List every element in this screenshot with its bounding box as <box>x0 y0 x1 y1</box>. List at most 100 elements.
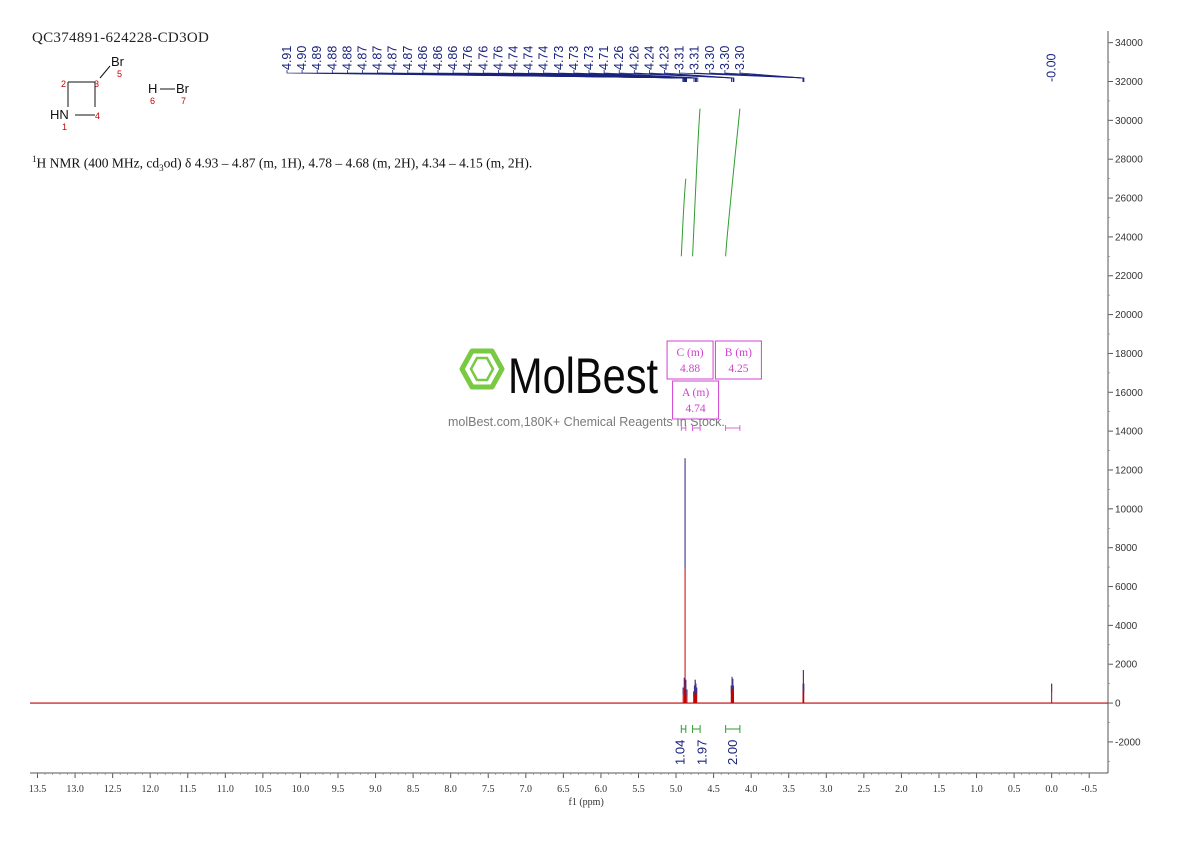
y-tick-label: 22000 <box>1115 271 1143 282</box>
peak-label: 3.30 <box>718 46 732 70</box>
peak-label: 4.86 <box>431 46 445 70</box>
peak-label: 4.87 <box>356 46 370 70</box>
multiplet-box <box>714 340 762 380</box>
molecule-structure: Br 5 2 3 HN 1 4 H 6 Br 7 <box>50 54 190 132</box>
peak-label: 3.31 <box>688 46 702 70</box>
atom-symbol: H <box>148 81 157 96</box>
peak-label-leader <box>588 70 697 82</box>
x-tick-label: 1.0 <box>970 784 983 795</box>
peak-label: 4.88 <box>340 46 354 70</box>
peak-label-leader <box>739 70 805 82</box>
multiplet-box <box>666 340 714 380</box>
y-tick-label: 30000 <box>1115 116 1143 127</box>
sample-id: QC374891-624228-CD3OD <box>32 30 210 46</box>
y-tick-label: 0 <box>1115 699 1121 710</box>
y-tick-label: 10000 <box>1115 504 1143 515</box>
peak-label: 3.30 <box>703 46 717 70</box>
x-tick-label: 13.5 <box>29 784 47 795</box>
peak-label: 4.74 <box>537 46 551 70</box>
peak-label: 4.76 <box>491 46 505 70</box>
y-tick-label: 18000 <box>1115 349 1143 360</box>
peak-label: 3.31 <box>673 46 687 70</box>
peak-label: 4.74 <box>522 46 536 70</box>
integral-curve <box>680 178 687 257</box>
integral-value: 2.00 <box>725 740 740 765</box>
peak-label: 4.76 <box>476 46 490 70</box>
peak-label: 4.86 <box>416 46 430 70</box>
peak-label: 4.24 <box>642 46 656 70</box>
atom-symbol: HN <box>50 107 69 122</box>
multiplet-label: B (m) <box>725 347 752 359</box>
y-tick-label: 14000 <box>1115 427 1143 438</box>
y-tick-label: 2000 <box>1115 660 1138 671</box>
atom-number: 5 <box>117 69 122 79</box>
peak-label: 4.23 <box>658 46 672 70</box>
peak-label: 4.87 <box>386 46 400 70</box>
nmr-summary-body: od) δ 4.93 – 4.87 (m, 1H), 4.78 – 4.68 (… <box>163 155 533 171</box>
peak-label: 4.26 <box>627 46 641 70</box>
atom-number: 1 <box>62 122 67 132</box>
peak-label-tms: -0.00 <box>1045 53 1059 82</box>
multiplet-label: C (m) <box>676 347 703 359</box>
atom-number: 3 <box>94 79 99 89</box>
peak-label-leader <box>633 70 733 82</box>
multiplet-shift: 4.88 <box>680 363 700 375</box>
x-tick-label: 5.0 <box>670 784 683 795</box>
y-tick-label: 34000 <box>1115 38 1143 49</box>
atom-number: 2 <box>61 79 66 89</box>
x-tick-label: 7.0 <box>520 784 533 795</box>
peak-label: 4.91 <box>280 46 294 70</box>
x-tick-label: 11.0 <box>217 784 234 795</box>
atom-number: 6 <box>150 96 155 106</box>
peak-label: 3.30 <box>733 46 747 70</box>
x-tick-label: 10.5 <box>254 784 272 795</box>
x-tick-label: 7.5 <box>482 784 495 795</box>
peak-label-leader <box>603 70 699 82</box>
multiplet-box <box>672 380 720 420</box>
x-tick-label: 0.5 <box>1008 784 1021 795</box>
multiplet-shift: 4.74 <box>686 403 706 415</box>
molbest-watermark: MolBest molBest.com,180K+ Chemical Reage… <box>448 348 725 429</box>
x-tick-label: 9.5 <box>332 784 345 795</box>
x-tick-label: 8.5 <box>407 784 420 795</box>
nmr-summary-text: 1H NMR (400 MHz, cd3od) δ 4.93 – 4.87 (m… <box>32 154 532 173</box>
x-tick-label: 10.0 <box>292 784 310 795</box>
x-tick-label: 6.0 <box>595 784 608 795</box>
y-tick-label: 26000 <box>1115 194 1143 205</box>
x-tick-label: 5.5 <box>632 784 645 795</box>
peak-label: 4.87 <box>371 46 385 70</box>
peak-label: 4.89 <box>310 46 324 70</box>
peak-label: 4.87 <box>401 46 415 70</box>
multiplet-label: A (m) <box>682 387 709 399</box>
atom-number: 7 <box>181 96 186 106</box>
x-tick-label: 3.0 <box>820 784 833 795</box>
integral-value: 1.04 <box>673 740 688 765</box>
x-tick-label: 6.5 <box>557 784 570 795</box>
nmr-isotope-superscript: 1 <box>32 154 37 164</box>
peak-label-leader <box>649 70 734 82</box>
watermark-tagline: molBest.com,180K+ Chemical Reagents In S… <box>448 415 725 429</box>
peak-label: 4.86 <box>446 46 460 70</box>
peak-label: 4.73 <box>582 46 596 70</box>
y-tick-label: 24000 <box>1115 232 1143 243</box>
y-tick-label: 20000 <box>1115 310 1143 321</box>
watermark-brand: MolBest <box>508 348 658 404</box>
y-tick-label: 8000 <box>1115 543 1138 554</box>
x-tick-label: 2.0 <box>895 784 908 795</box>
x-tick-label: 2.5 <box>858 784 871 795</box>
atom-symbol: Br <box>111 54 125 69</box>
x-tick-label: 12.5 <box>104 784 122 795</box>
y-tick-label: 4000 <box>1115 621 1138 632</box>
peak-label: 4.90 <box>295 46 309 70</box>
nmr-solvent-subscript: 3 <box>159 163 164 174</box>
peak-label: 4.88 <box>325 46 339 70</box>
x-tick-label: 8.0 <box>444 784 457 795</box>
x-tick-label: 9.0 <box>369 784 382 795</box>
y-tick-label: 16000 <box>1115 388 1143 399</box>
peak-label: 4.73 <box>552 46 566 70</box>
multiplet-shift: 4.25 <box>728 363 748 375</box>
integral-curve <box>692 108 701 257</box>
integral-curve <box>725 108 741 257</box>
integral-value: 1.97 <box>694 740 709 765</box>
